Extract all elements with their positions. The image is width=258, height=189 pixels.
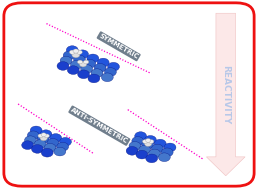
Circle shape xyxy=(27,131,39,140)
Circle shape xyxy=(73,49,79,53)
Circle shape xyxy=(67,66,79,74)
Circle shape xyxy=(77,60,83,64)
Polygon shape xyxy=(206,13,245,176)
Circle shape xyxy=(60,137,71,146)
Circle shape xyxy=(25,136,36,145)
Circle shape xyxy=(101,73,113,82)
Circle shape xyxy=(91,69,103,77)
Circle shape xyxy=(66,46,78,54)
Circle shape xyxy=(34,140,46,148)
Text: SYMMETRIC: SYMMETRIC xyxy=(98,33,140,60)
Circle shape xyxy=(144,141,152,146)
Circle shape xyxy=(77,50,82,54)
Circle shape xyxy=(38,134,43,138)
FancyBboxPatch shape xyxy=(4,3,254,186)
Circle shape xyxy=(40,130,52,139)
Circle shape xyxy=(37,135,49,143)
Circle shape xyxy=(84,60,89,64)
Circle shape xyxy=(161,148,173,157)
Circle shape xyxy=(84,59,96,68)
Circle shape xyxy=(57,142,69,151)
Circle shape xyxy=(142,140,148,143)
Circle shape xyxy=(164,143,176,152)
Circle shape xyxy=(44,143,56,152)
Circle shape xyxy=(44,134,49,138)
Circle shape xyxy=(142,140,154,149)
Circle shape xyxy=(136,150,148,159)
Circle shape xyxy=(79,62,87,67)
Circle shape xyxy=(104,68,116,76)
Circle shape xyxy=(87,54,99,63)
Circle shape xyxy=(47,139,59,147)
Circle shape xyxy=(135,132,147,140)
Circle shape xyxy=(151,144,163,153)
Circle shape xyxy=(132,137,144,145)
Circle shape xyxy=(41,133,46,137)
Circle shape xyxy=(144,136,156,144)
Circle shape xyxy=(126,146,138,155)
Circle shape xyxy=(149,140,154,143)
Circle shape xyxy=(146,154,158,163)
Circle shape xyxy=(77,50,88,59)
Text: REACTIVITY: REACTIVITY xyxy=(221,65,230,124)
Circle shape xyxy=(30,126,42,135)
Circle shape xyxy=(94,64,106,72)
Circle shape xyxy=(41,148,53,157)
Circle shape xyxy=(40,136,47,141)
Circle shape xyxy=(78,70,90,79)
Circle shape xyxy=(154,139,166,148)
Circle shape xyxy=(158,153,170,162)
Circle shape xyxy=(54,147,66,156)
Circle shape xyxy=(60,56,72,65)
Circle shape xyxy=(108,62,119,71)
Circle shape xyxy=(63,51,75,60)
Circle shape xyxy=(81,65,93,73)
Circle shape xyxy=(22,141,34,149)
Circle shape xyxy=(50,134,62,142)
Circle shape xyxy=(88,74,100,83)
Text: ANTI-SYMMETRIC: ANTI-SYMMETRIC xyxy=(70,107,129,145)
Circle shape xyxy=(97,58,109,67)
Circle shape xyxy=(31,145,43,153)
Circle shape xyxy=(57,62,69,70)
Circle shape xyxy=(72,52,80,58)
Circle shape xyxy=(146,139,151,142)
Circle shape xyxy=(139,145,151,154)
Circle shape xyxy=(149,149,160,158)
Circle shape xyxy=(70,60,82,69)
Circle shape xyxy=(74,55,85,64)
Circle shape xyxy=(69,50,75,54)
Circle shape xyxy=(129,142,141,150)
